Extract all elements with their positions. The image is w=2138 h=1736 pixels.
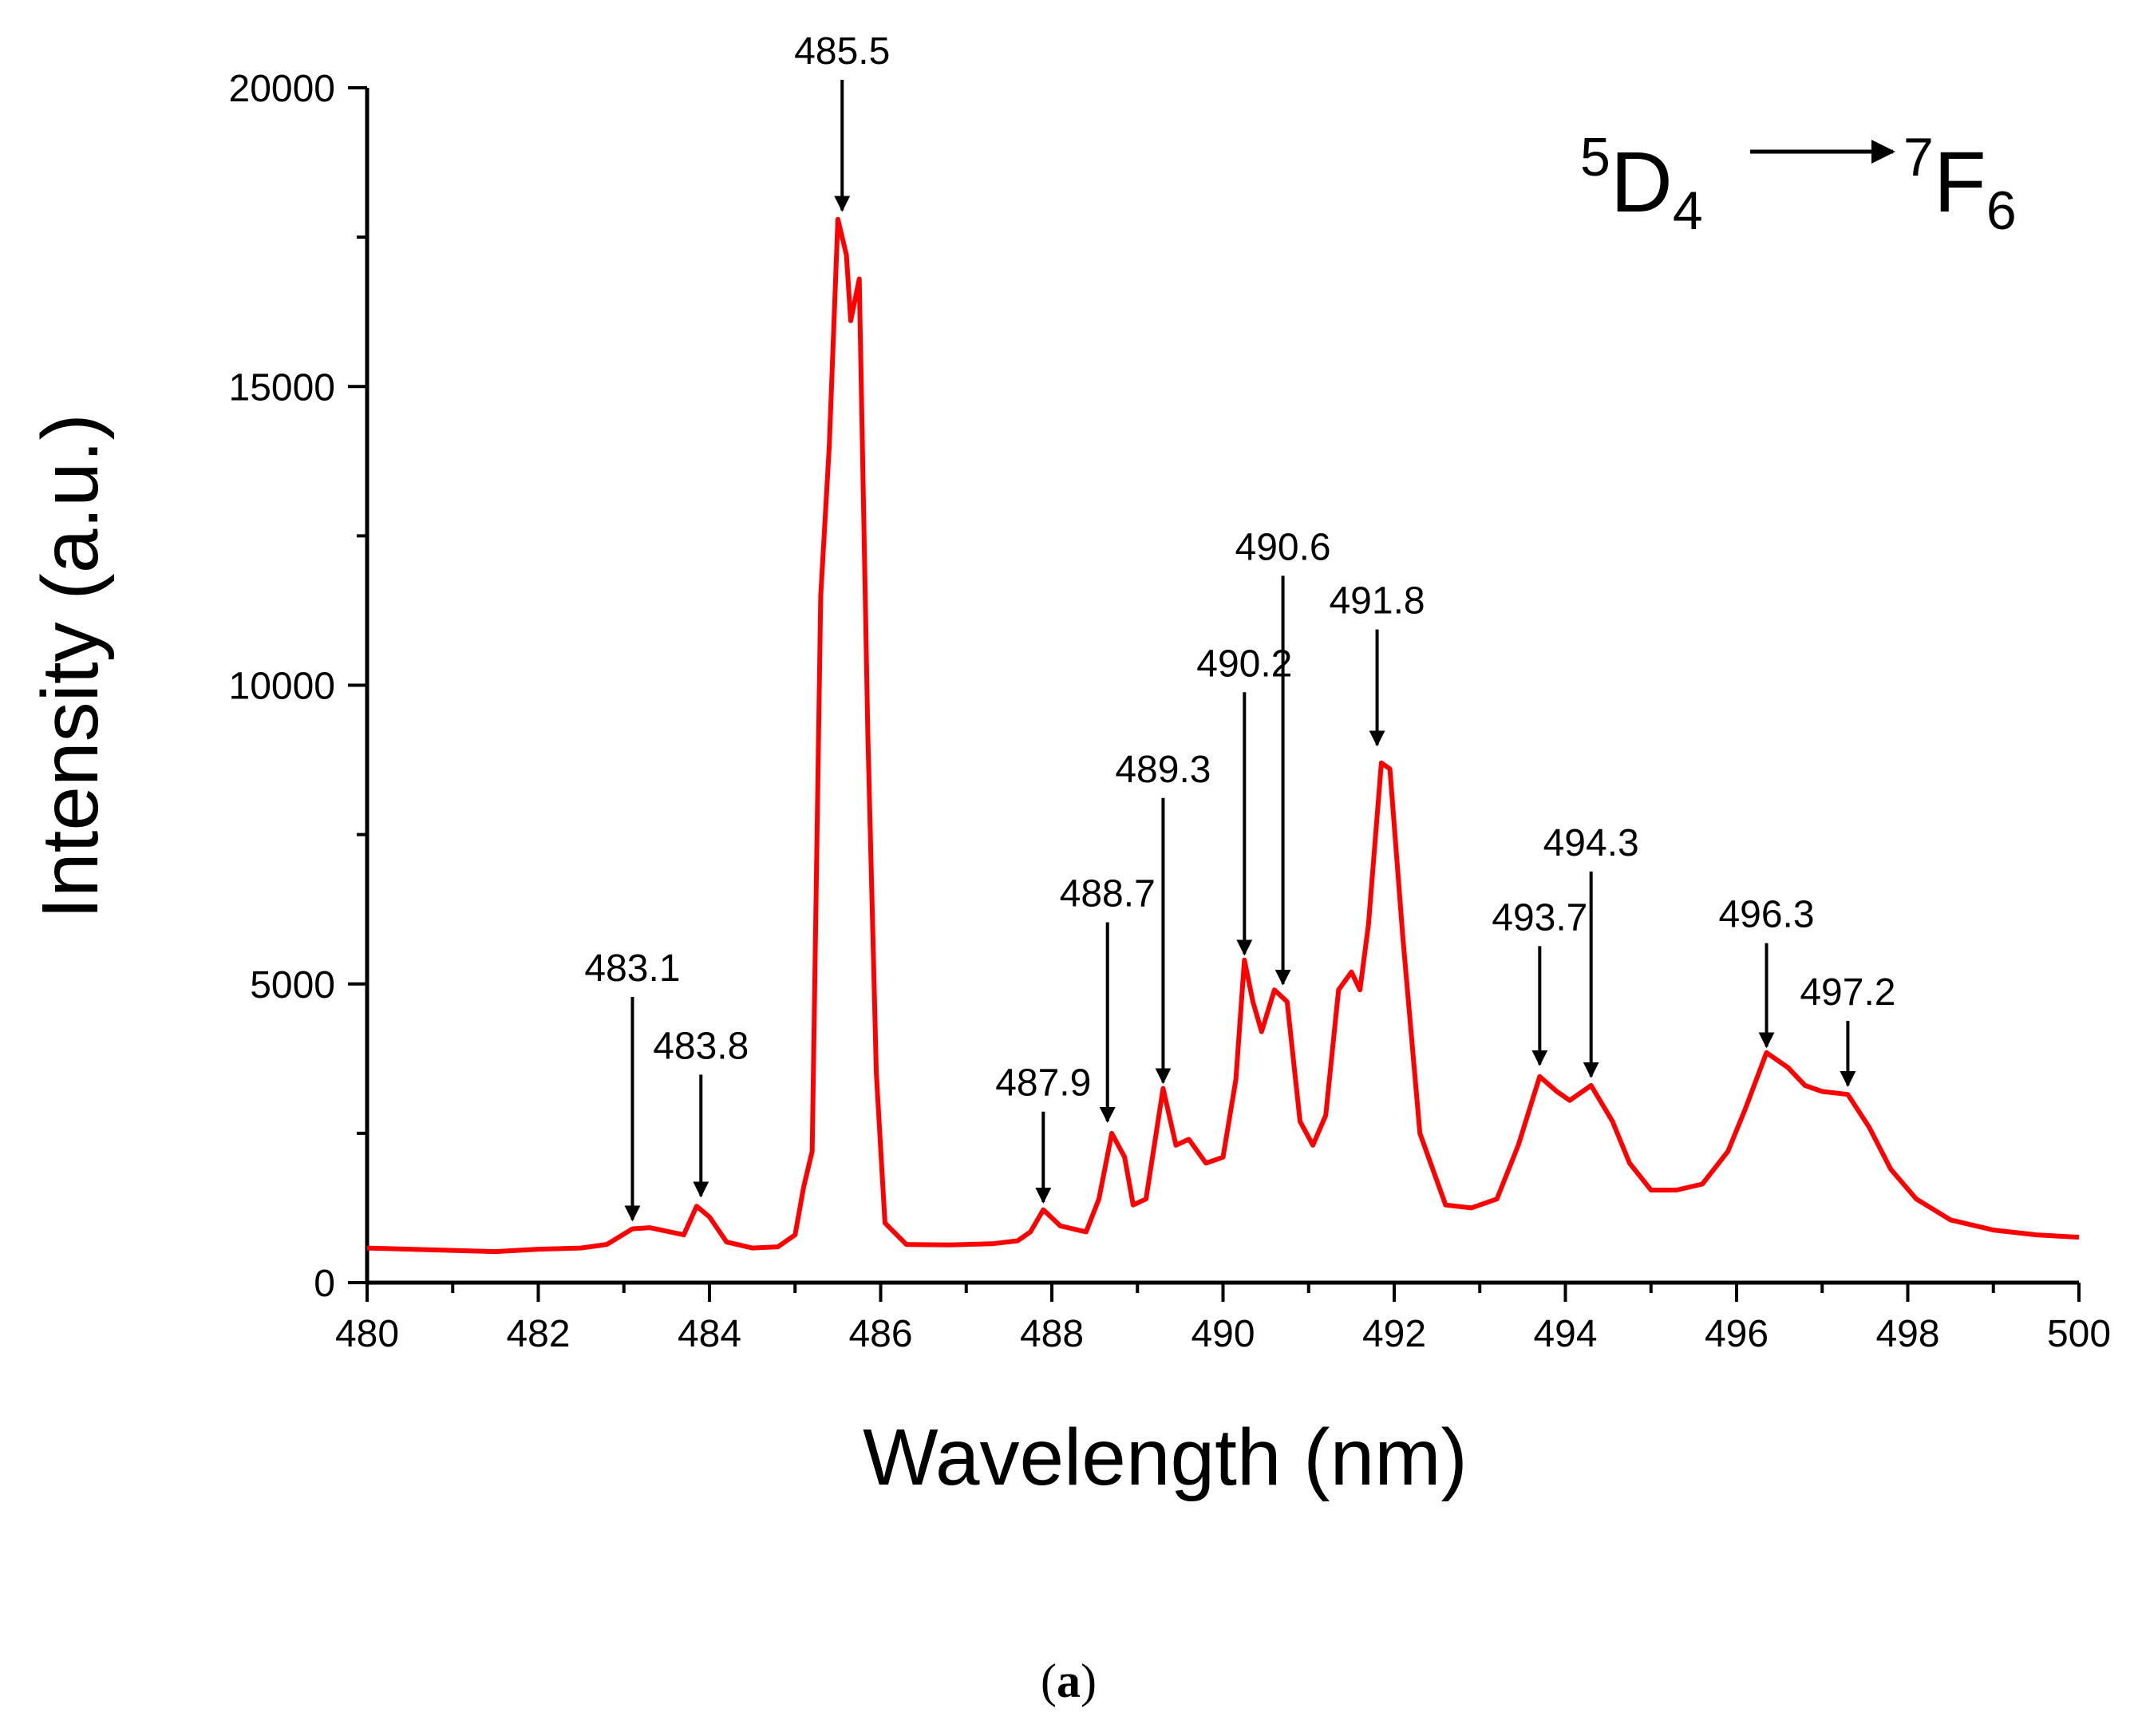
upper-state-superscript: 5 [1580, 127, 1610, 188]
peak-label: 490.2 [1196, 643, 1292, 685]
lower-state-superscript: 7 [1903, 127, 1934, 188]
x-tick-label: 482 [506, 1313, 570, 1355]
emission-spectrum-line [366, 216, 2080, 1255]
x-tick-label: 490 [1191, 1313, 1255, 1355]
svg-text:5D4: 5D4 [1580, 127, 1703, 241]
peak-label: 497.2 [1800, 971, 1895, 1014]
x-tick-label: 488 [1020, 1313, 1084, 1355]
y-tick-label: 0 [314, 1263, 335, 1305]
peak-label: 489.3 [1115, 749, 1211, 791]
peak-label: 483.8 [653, 1025, 749, 1067]
x-axis-title: Wavelength (nm) [863, 1413, 1468, 1502]
y-tick-label: 20000 [229, 68, 335, 110]
peak-label: 494.3 [1543, 822, 1639, 864]
caption-open-paren: ( [1041, 1655, 1057, 1707]
x-tick-label: 486 [848, 1313, 912, 1355]
svg-text:7F6: 7F6 [1903, 127, 2017, 241]
x-tick-label: 494 [1533, 1313, 1597, 1355]
tick-labels: 480 482 484 486 488 490 492 494 496 498 5000500010… [229, 68, 2112, 1355]
axes [365, 88, 2079, 1285]
lower-state-subscript: 6 [1986, 180, 2017, 241]
peak-label: 490.6 [1235, 526, 1331, 568]
caption-close-paren: ) [1081, 1655, 1097, 1707]
peak-annotations: 483.1 483.8 485.5 487.9 488.7 489.3 490.2 490.6… [584, 30, 1895, 1222]
peak-label: 487.9 [995, 1062, 1091, 1105]
y-tick-label: 10000 [229, 666, 335, 708]
peak-label: 496.3 [1718, 894, 1814, 936]
figure-caption: (a) [1041, 1655, 1097, 1707]
x-tick-label: 500 [2047, 1313, 2111, 1355]
caption-letter: a [1057, 1655, 1081, 1707]
peak-label: 488.7 [1060, 872, 1156, 915]
upper-state-letter: D [1610, 133, 1673, 230]
x-tick-label: 496 [1705, 1313, 1768, 1355]
peak-label: 491.8 [1329, 580, 1425, 623]
peak-label: 485.5 [794, 30, 890, 73]
x-tick-label: 480 [335, 1313, 399, 1355]
y-tick-label: 5000 [250, 964, 335, 1006]
lower-state-letter: F [1934, 133, 1986, 230]
transition-label: 5D4 7F6 [1580, 127, 2017, 241]
peak-label: 483.1 [584, 947, 680, 990]
y-tick-label: 15000 [229, 366, 335, 409]
upper-state-subscript: 4 [1673, 180, 1703, 241]
x-tick-label: 492 [1362, 1313, 1426, 1355]
tick-marks [348, 86, 2081, 1302]
y-axis-title: Intensity (a.u.) [26, 413, 115, 919]
x-tick-label: 498 [1875, 1313, 1939, 1355]
x-tick-label: 484 [678, 1313, 741, 1355]
peak-label: 493.7 [1492, 896, 1587, 939]
